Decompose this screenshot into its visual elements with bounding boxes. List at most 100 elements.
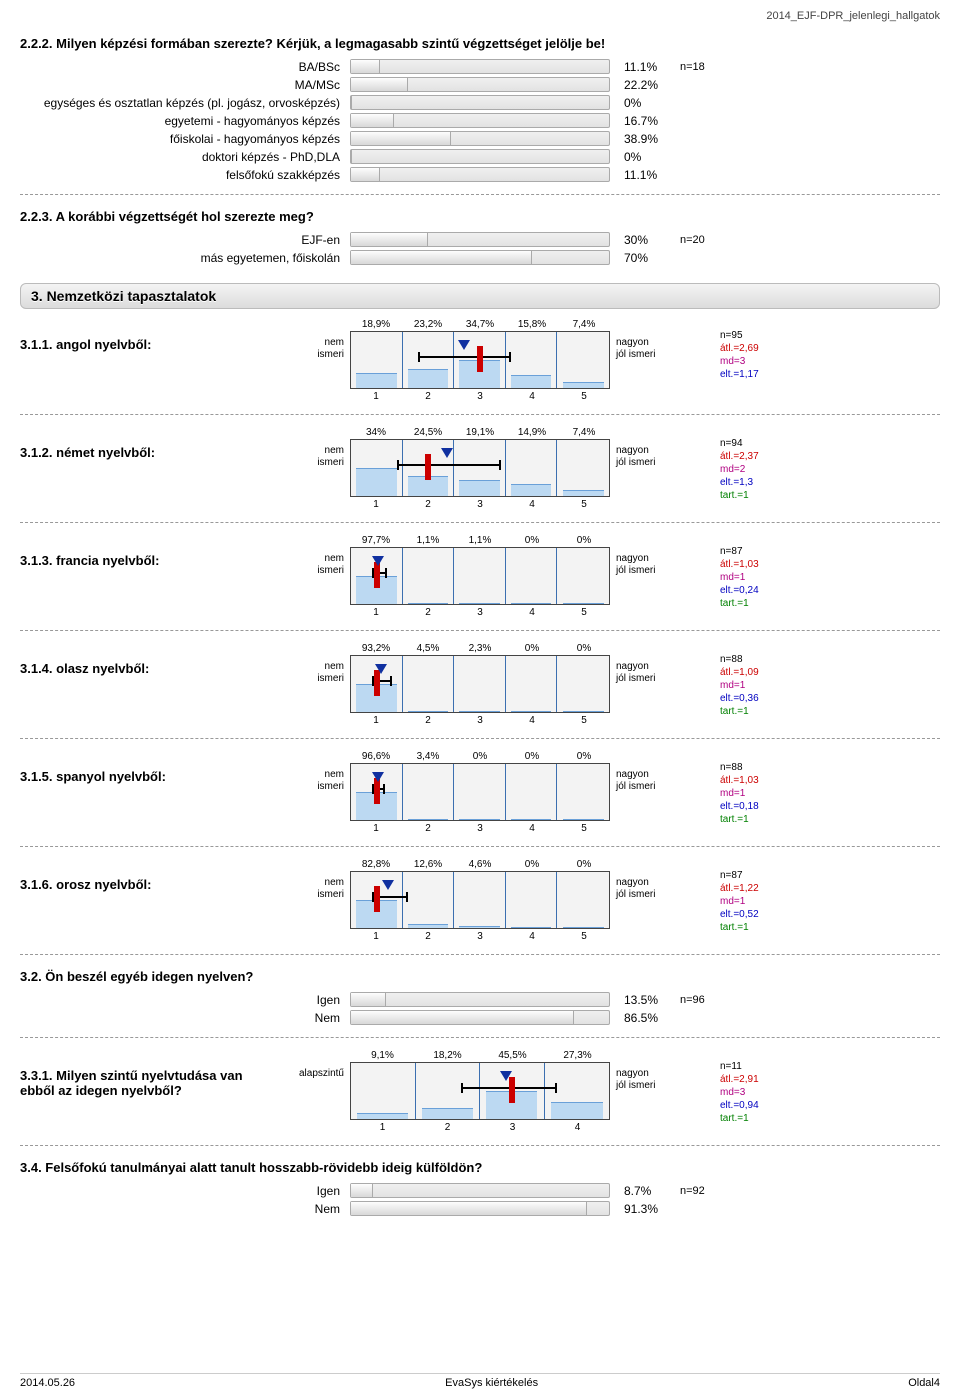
likert-cell: [506, 656, 558, 712]
likert-axis-tick: 4: [506, 391, 558, 402]
separator: [20, 194, 940, 195]
likert-pct: 18,2%: [415, 1050, 480, 1061]
bar-track: [350, 77, 610, 92]
likert-stats: n=87átl.=1,22md=1elt.=0,52tart.=1: [690, 859, 800, 934]
stat-n: n=94: [720, 437, 800, 450]
bar-row: főiskolai - hagyományos képzés38.9%: [20, 131, 940, 146]
stat-tart: tart.=1: [720, 813, 800, 826]
likert-axis-tick: 1: [350, 1122, 415, 1133]
likert-bar: [551, 1102, 603, 1119]
likert-ci: [418, 356, 511, 358]
stat-md: md=3: [720, 355, 800, 368]
likert-pct: 12,6%: [402, 859, 454, 870]
likert-stats: n=88átl.=1,03md=1elt.=0,18tart.=1: [690, 751, 800, 826]
likert-axis: 12345: [350, 823, 610, 834]
bar-fill: [351, 993, 386, 1006]
stat-elt: elt.=0,52: [720, 908, 800, 921]
likert-bar: [408, 711, 448, 712]
likert-axis-tick: 1: [350, 931, 402, 942]
bar-track: [350, 149, 610, 164]
likert-pct: 27,3%: [545, 1050, 610, 1061]
likert-cell: [545, 1063, 610, 1119]
bar-pct: 0%: [610, 150, 680, 164]
bar-label: egyetemi - hagyományos képzés: [20, 114, 350, 128]
likert-cell: [454, 764, 506, 820]
likert-axis-tick: 5: [558, 715, 610, 726]
bar-fill: [351, 168, 380, 181]
likert-axis-tick: 1: [350, 823, 402, 834]
likert-mean-marker: [372, 556, 384, 566]
likert-axis-tick: 2: [402, 715, 454, 726]
likert-cell: [403, 872, 455, 928]
likert-axis-tick: 3: [454, 499, 506, 510]
likert-axis: 1234: [350, 1122, 610, 1133]
separator: [20, 738, 940, 739]
likert-axis-tick: 5: [558, 607, 610, 618]
bar-row: Igen13.5%n=96: [20, 992, 940, 1007]
bar-fill: [351, 150, 352, 163]
bar-pct: 91.3%: [610, 1202, 680, 1216]
likert-left-anchor: nemismeri: [280, 751, 350, 793]
likert-pct: 0%: [506, 643, 558, 654]
likert-cell: [454, 548, 506, 604]
likert-axis-tick: 3: [454, 607, 506, 618]
likert-bar: [357, 1113, 408, 1119]
bar-row: Nem86.5%: [20, 1010, 940, 1025]
bar-n: n=18: [680, 61, 760, 73]
likert-bar: [356, 468, 396, 496]
bar-track: [350, 167, 610, 182]
likert-mean-marker: [375, 664, 387, 674]
section-3-header: 3. Nemzetközi tapasztalatok: [20, 283, 940, 309]
likert-row-311: 3.1.1. angol nyelvből:nemismeri18,9%23,2…: [20, 319, 940, 402]
likert-pct: 0%: [558, 859, 610, 870]
likert-cell: [351, 332, 403, 388]
likert-bar: [511, 927, 551, 928]
stat-elt: elt.=1,3: [720, 476, 800, 489]
likert-axis-tick: 4: [545, 1122, 610, 1133]
likert-bar: [408, 819, 448, 820]
stat-elt: elt.=0,36: [720, 692, 800, 705]
likert-right-anchor: nagyonjól ismeri: [610, 319, 690, 361]
likert-pct: 7,4%: [558, 427, 610, 438]
bar-pct: 16.7%: [610, 114, 680, 128]
stat-tart: tart.=1: [720, 1112, 800, 1125]
stat-n: n=11: [720, 1060, 800, 1073]
q32-title: 3.2. Ön beszél egyéb idegen nyelven?: [20, 969, 940, 984]
likert-pct-labels: 34%24,5%19,1%14,9%7,4%: [350, 427, 610, 438]
likert-axis-tick: 2: [402, 391, 454, 402]
likert-cell: [506, 764, 558, 820]
likert-bar: [408, 924, 448, 928]
likert-pct: 1,1%: [402, 535, 454, 546]
likert-right-anchor: nagyonjól ismeri: [610, 427, 690, 469]
bar-label: felsőfokú szakképzés: [20, 168, 350, 182]
likert-bar: [422, 1108, 473, 1119]
likert-pct: 0%: [558, 643, 610, 654]
likert-pct: 1,1%: [454, 535, 506, 546]
q223-title: 2.2.3. A korábbi végzettségét hol szerez…: [20, 209, 940, 224]
likert-chart: 9,1%18,2%45,5%27,3%1234: [350, 1050, 610, 1133]
likert-cell: [557, 872, 609, 928]
likert-bar: [356, 373, 396, 388]
likert-axis-tick: 1: [350, 715, 402, 726]
likert-bar: [511, 711, 551, 712]
bar-row: MA/MSc22.2%: [20, 77, 940, 92]
stat-atl: átl.=2,37: [720, 450, 800, 463]
likert-chart-body: [350, 763, 610, 821]
likert-pct: 82,8%: [350, 859, 402, 870]
bar-track: [350, 59, 610, 74]
bar-fill: [351, 1184, 373, 1197]
bar-fill: [351, 233, 428, 246]
likert-pct: 0%: [506, 751, 558, 762]
stat-atl: átl.=2,91: [720, 1073, 800, 1086]
likert-ci: [397, 464, 500, 466]
likert-title: 3.1.3. francia nyelvből:: [20, 535, 280, 568]
bar-label: EJF-en: [20, 233, 350, 247]
doc-header: 2014_EJF-DPR_jelenlegi_hallgatok: [20, 10, 940, 22]
bar-pct: 11.1%: [610, 60, 680, 74]
likert-median-marker: [374, 886, 380, 912]
bar-row: egyetemi - hagyományos képzés 16.7%: [20, 113, 940, 128]
bar-n: n=96: [680, 994, 760, 1006]
likert-right-anchor: nagyonjól ismeri: [610, 643, 690, 685]
bar-pct: 86.5%: [610, 1011, 680, 1025]
likert-axis-tick: 2: [402, 499, 454, 510]
